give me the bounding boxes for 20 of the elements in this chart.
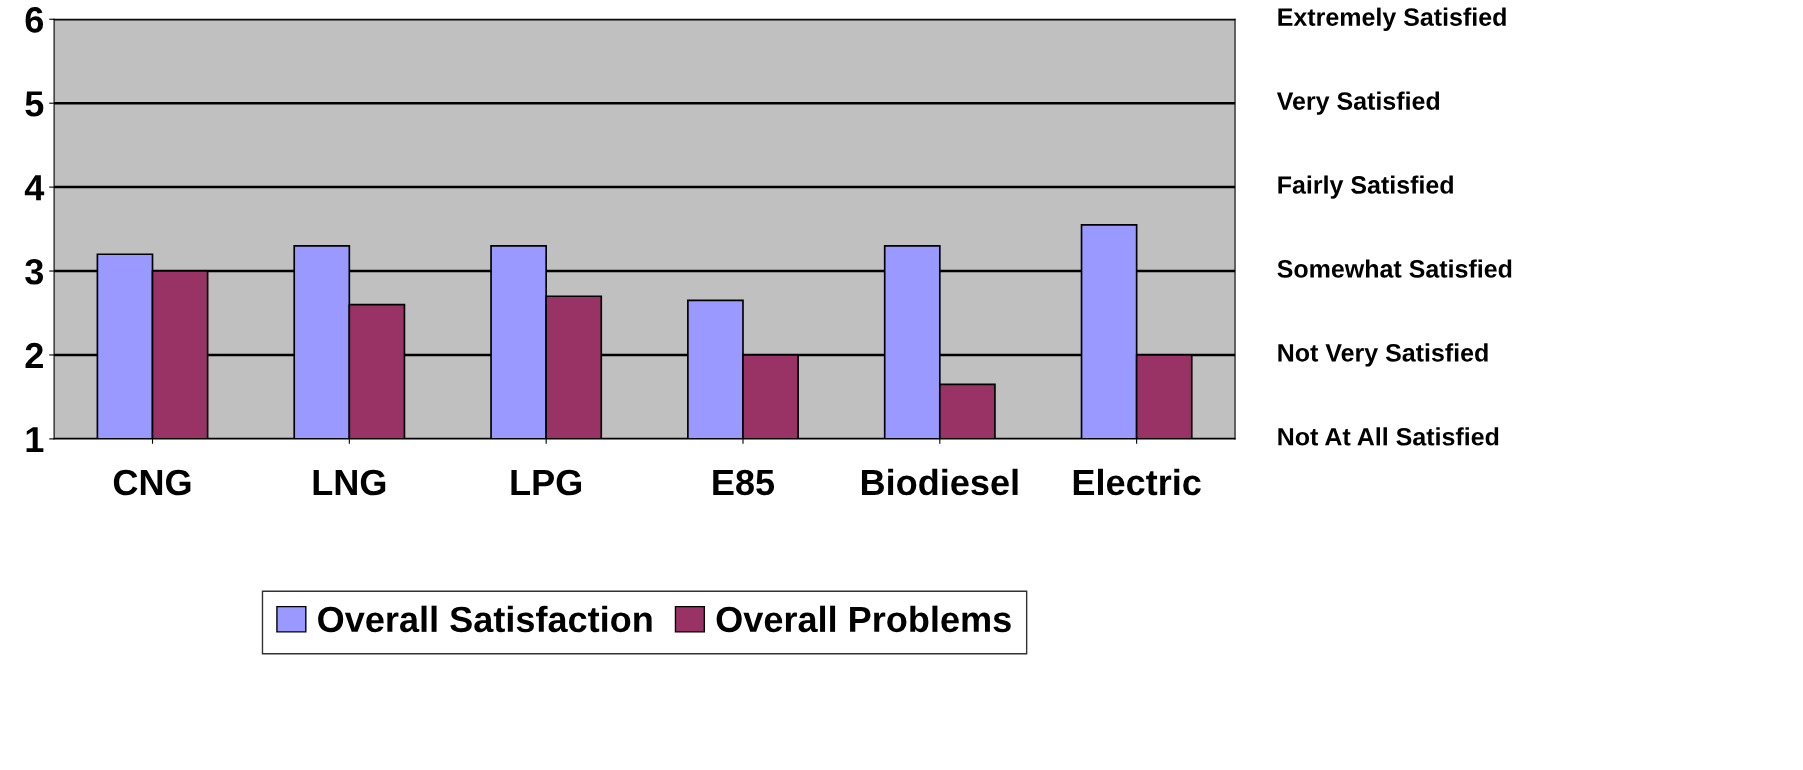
- text: Very Satisfied: [1276, 91, 1440, 115]
- text: Not At All Satisfied: [1278, 427, 1499, 446]
- y-tick-label: 1: [26, 427, 44, 452]
- x-tick-label: CNG: [113, 469, 191, 496]
- text: Not Very Satisfied: [1278, 343, 1488, 367]
- text: Somewhat Satisfied: [1277, 259, 1512, 278]
- x-tick-label: LPG: [511, 469, 582, 496]
- y-tick-label: 3: [25, 258, 44, 285]
- y-tick-label: 6: [25, 7, 44, 33]
- x-tick-label: Biodiesel: [861, 468, 1018, 496]
- text: Fairly Satisfied: [1278, 175, 1453, 199]
- y-tick-label: 5: [25, 91, 44, 117]
- x-tick-label: LNG: [313, 469, 386, 496]
- legend-label: Overall Satisfaction: [318, 605, 652, 633]
- x-tick-label: Electric: [1073, 468, 1201, 496]
- text: Extremely Satisfied: [1278, 7, 1506, 31]
- legend-label: Overall Problems: [716, 605, 1011, 633]
- x-tick-label: E85: [713, 469, 775, 496]
- y-tick-label: 2: [25, 342, 43, 369]
- y-tick-label: 4: [24, 175, 45, 201]
